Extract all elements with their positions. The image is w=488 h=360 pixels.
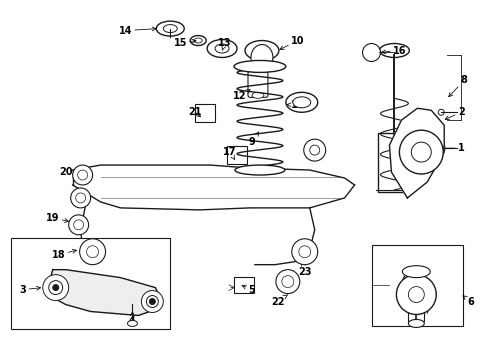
Text: 24: 24 [303,147,316,157]
Text: 18: 18 [52,249,76,260]
Text: 3: 3 [20,284,41,294]
Text: 5: 5 [242,284,255,294]
Circle shape [146,296,158,307]
Circle shape [149,298,155,305]
Circle shape [303,139,325,161]
Ellipse shape [207,40,237,58]
Text: 6: 6 [462,296,473,306]
Text: 13: 13 [218,37,231,50]
Text: 15: 15 [173,37,196,48]
FancyBboxPatch shape [195,104,215,122]
Ellipse shape [234,60,285,72]
FancyBboxPatch shape [247,71,267,97]
Circle shape [76,193,85,203]
Text: 23: 23 [297,262,311,276]
Text: 8: 8 [448,75,467,97]
Circle shape [281,276,293,288]
Text: 11: 11 [286,100,304,110]
Ellipse shape [127,320,137,327]
Ellipse shape [244,41,278,60]
Text: 9: 9 [248,132,258,147]
Ellipse shape [156,21,184,36]
Ellipse shape [215,44,228,53]
Ellipse shape [379,44,408,58]
FancyBboxPatch shape [378,133,409,192]
Circle shape [275,270,299,293]
Text: 19: 19 [46,213,68,223]
Circle shape [362,44,380,62]
Text: 22: 22 [270,295,287,306]
FancyBboxPatch shape [234,276,253,293]
Circle shape [410,142,430,162]
Circle shape [42,275,68,301]
Circle shape [291,239,317,265]
Text: 20: 20 [59,167,79,177]
Text: 12: 12 [233,90,249,101]
Circle shape [53,285,59,291]
Ellipse shape [251,92,264,98]
Circle shape [78,170,87,180]
Text: 10: 10 [279,36,304,49]
FancyBboxPatch shape [407,293,424,321]
Circle shape [309,145,319,155]
Ellipse shape [285,92,317,112]
Circle shape [141,291,163,312]
Ellipse shape [190,36,206,45]
FancyBboxPatch shape [371,245,462,327]
Text: 16: 16 [381,45,406,55]
Circle shape [68,215,88,235]
Circle shape [86,246,99,258]
Circle shape [49,280,62,294]
Text: 17: 17 [223,147,236,160]
Polygon shape [49,270,160,315]
Ellipse shape [194,38,202,43]
Circle shape [71,188,90,208]
Text: 1: 1 [441,143,464,153]
Ellipse shape [437,109,443,115]
Circle shape [74,220,83,230]
FancyBboxPatch shape [226,146,246,164]
Text: 2: 2 [445,107,464,120]
Text: 4: 4 [129,312,136,327]
Circle shape [80,239,105,265]
Text: 14: 14 [119,26,156,36]
Ellipse shape [292,97,310,108]
Circle shape [73,165,92,185]
Ellipse shape [163,24,177,32]
Ellipse shape [250,45,272,71]
Circle shape [407,287,424,302]
Ellipse shape [402,266,429,278]
Text: 21: 21 [188,107,202,117]
Circle shape [396,275,435,315]
Ellipse shape [235,165,285,175]
Ellipse shape [407,319,424,328]
Circle shape [298,246,310,258]
Polygon shape [388,108,443,198]
FancyBboxPatch shape [11,238,170,329]
Circle shape [399,130,442,174]
Text: 7: 7 [400,276,407,289]
